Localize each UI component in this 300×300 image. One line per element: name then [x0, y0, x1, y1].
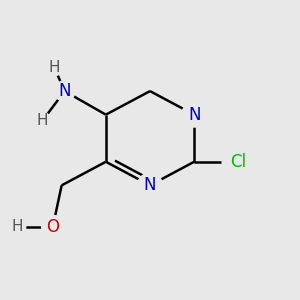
Circle shape: [9, 218, 26, 235]
Circle shape: [34, 112, 51, 129]
Circle shape: [54, 81, 75, 101]
Circle shape: [138, 173, 162, 198]
Text: N: N: [144, 176, 156, 194]
Text: N: N: [188, 106, 200, 124]
Text: O: O: [46, 218, 59, 236]
Circle shape: [46, 59, 63, 76]
Circle shape: [182, 102, 206, 127]
Circle shape: [42, 215, 64, 238]
Text: H: H: [49, 60, 60, 75]
Text: N: N: [58, 82, 71, 100]
Text: H: H: [37, 113, 48, 128]
Circle shape: [222, 146, 254, 178]
Text: Cl: Cl: [230, 153, 246, 171]
Text: H: H: [12, 219, 23, 234]
